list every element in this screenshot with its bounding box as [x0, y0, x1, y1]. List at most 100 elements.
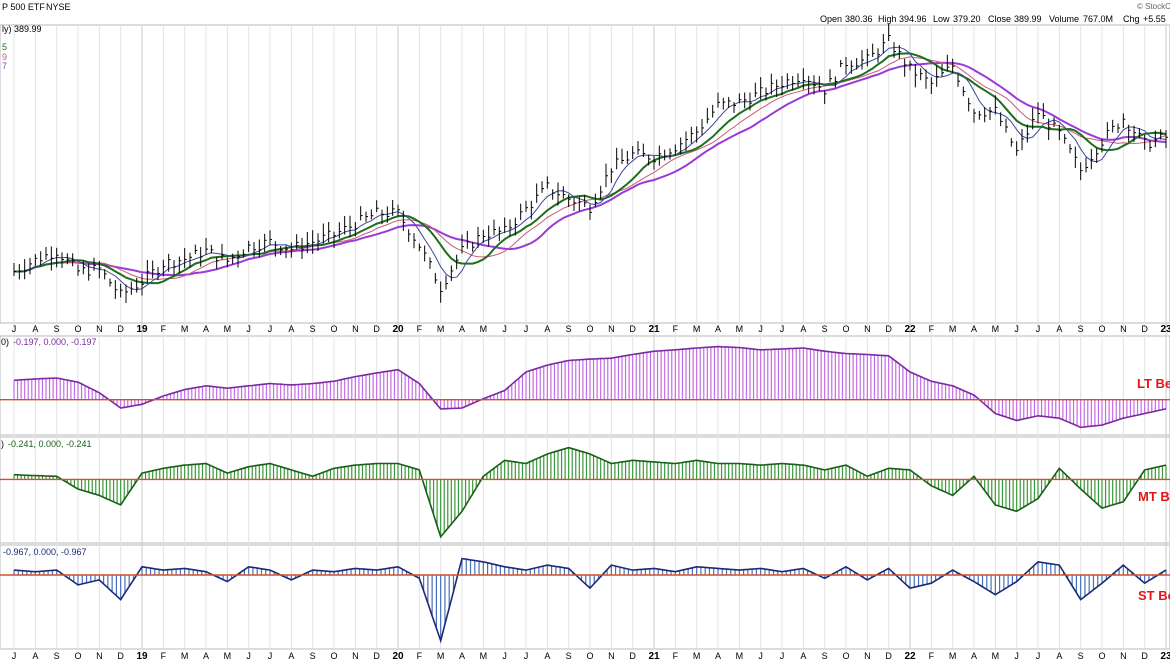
price-bar — [530, 200, 534, 220]
x-tick-label: J — [12, 651, 17, 661]
price-bar — [178, 256, 182, 274]
price-bar — [834, 76, 838, 88]
price-bar — [877, 48, 880, 63]
price-bar — [1021, 129, 1024, 151]
price-bar — [226, 257, 230, 268]
price-bar — [712, 104, 715, 118]
st-panel-frame — [0, 544, 1170, 650]
price-bar — [253, 241, 256, 257]
price-bar — [413, 233, 416, 249]
x-tick-label: J — [1036, 651, 1041, 661]
price-bar — [562, 186, 566, 199]
x-tick-label: J — [268, 651, 273, 661]
x-tick-label: J — [1014, 651, 1019, 661]
x-tick-label: S — [566, 324, 572, 334]
price-bar — [280, 246, 283, 256]
lt-panel-frame — [0, 335, 1170, 436]
price-bar — [504, 217, 507, 233]
price-bar — [237, 250, 240, 268]
price-bar — [1112, 119, 1115, 133]
price-bar — [957, 74, 960, 87]
price-bar — [909, 60, 912, 71]
price-bar — [344, 216, 347, 235]
watermark: © StockC — [1137, 2, 1170, 11]
price-bar — [18, 264, 22, 280]
price-bar — [1154, 130, 1158, 148]
x-tick-label: 23 — [1160, 324, 1170, 335]
x-tick-label: O — [842, 324, 849, 334]
price-bar — [130, 281, 134, 295]
price-bar — [98, 260, 102, 279]
x-tick-label: 19 — [136, 324, 148, 335]
x-tick-label: A — [800, 651, 806, 661]
price-bar — [466, 230, 470, 249]
price-bar — [317, 233, 320, 251]
lt-breadth-panel — [0, 345, 1170, 429]
x-tick-label: S — [1078, 324, 1084, 334]
price-bar — [568, 194, 571, 207]
price-bar — [424, 245, 427, 262]
price-bar — [418, 243, 422, 252]
price-bar — [744, 92, 747, 109]
price-bar — [1053, 117, 1056, 128]
x-tick-label: S — [1078, 651, 1084, 661]
x-tick-label: N — [96, 651, 103, 661]
price-bar — [498, 226, 502, 242]
x-tick-label: O — [1098, 324, 1105, 334]
price-bar — [210, 244, 214, 254]
x-tick-label: J — [246, 324, 251, 334]
x-tick-label: J — [758, 651, 763, 661]
x-tick-label: J — [524, 651, 529, 661]
price-bar — [733, 102, 736, 113]
chg-label: Chg — [1123, 14, 1140, 24]
symbol-title: P 500 ETF — [2, 2, 45, 12]
x-tick-label: O — [74, 324, 81, 334]
x-tick-label: J — [524, 324, 529, 334]
price-bar — [797, 73, 800, 88]
price-bar — [162, 259, 166, 277]
open-label: Open — [820, 14, 842, 24]
price-bar — [621, 148, 624, 165]
price-legend-ma3: 7 — [2, 61, 7, 71]
x-axis-lower: J A S O N D 19 F M A M J J A S O N D 20 F M A M J J A S O N D 21 F M A M J J… — [12, 651, 1170, 662]
x-tick-label: D — [885, 651, 892, 661]
price-bar — [168, 253, 171, 272]
price-bar — [882, 34, 886, 54]
price-bar — [461, 234, 464, 254]
price-bar — [536, 183, 539, 203]
chg-value: +5.55 — [1143, 14, 1166, 24]
price-bar — [781, 75, 784, 96]
price-bar — [616, 147, 619, 170]
price-bar — [365, 211, 368, 222]
price-bar — [824, 90, 827, 105]
x-tick-label: O — [330, 324, 337, 334]
price-bar — [850, 60, 854, 74]
x-tick-label: M — [480, 324, 488, 334]
x-tick-label: S — [54, 324, 60, 334]
price-bar — [898, 45, 902, 59]
x-tick-label: N — [352, 651, 359, 661]
x-tick-label: S — [566, 651, 572, 661]
price-bar — [290, 242, 294, 258]
price-bar — [696, 126, 699, 143]
x-tick-label: D — [373, 651, 380, 661]
price-bar — [146, 259, 150, 284]
price-bar — [370, 209, 374, 220]
price-bar — [888, 23, 891, 41]
price-bar — [248, 240, 251, 253]
price-bar — [82, 261, 86, 275]
x-tick-label: A — [459, 651, 465, 661]
price-bar — [664, 149, 667, 161]
price-bar — [376, 200, 379, 212]
price-bar — [1042, 103, 1046, 119]
price-bar — [221, 243, 224, 260]
price-bar — [648, 154, 651, 166]
x-tick-label: A — [971, 324, 977, 334]
high-label: High — [878, 14, 897, 24]
price-bar — [93, 257, 96, 271]
x-tick-label: 20 — [392, 651, 404, 662]
price-bar — [808, 75, 811, 94]
price-bar — [1069, 144, 1072, 154]
x-tick-label: A — [32, 324, 38, 334]
price-bar — [962, 86, 966, 97]
